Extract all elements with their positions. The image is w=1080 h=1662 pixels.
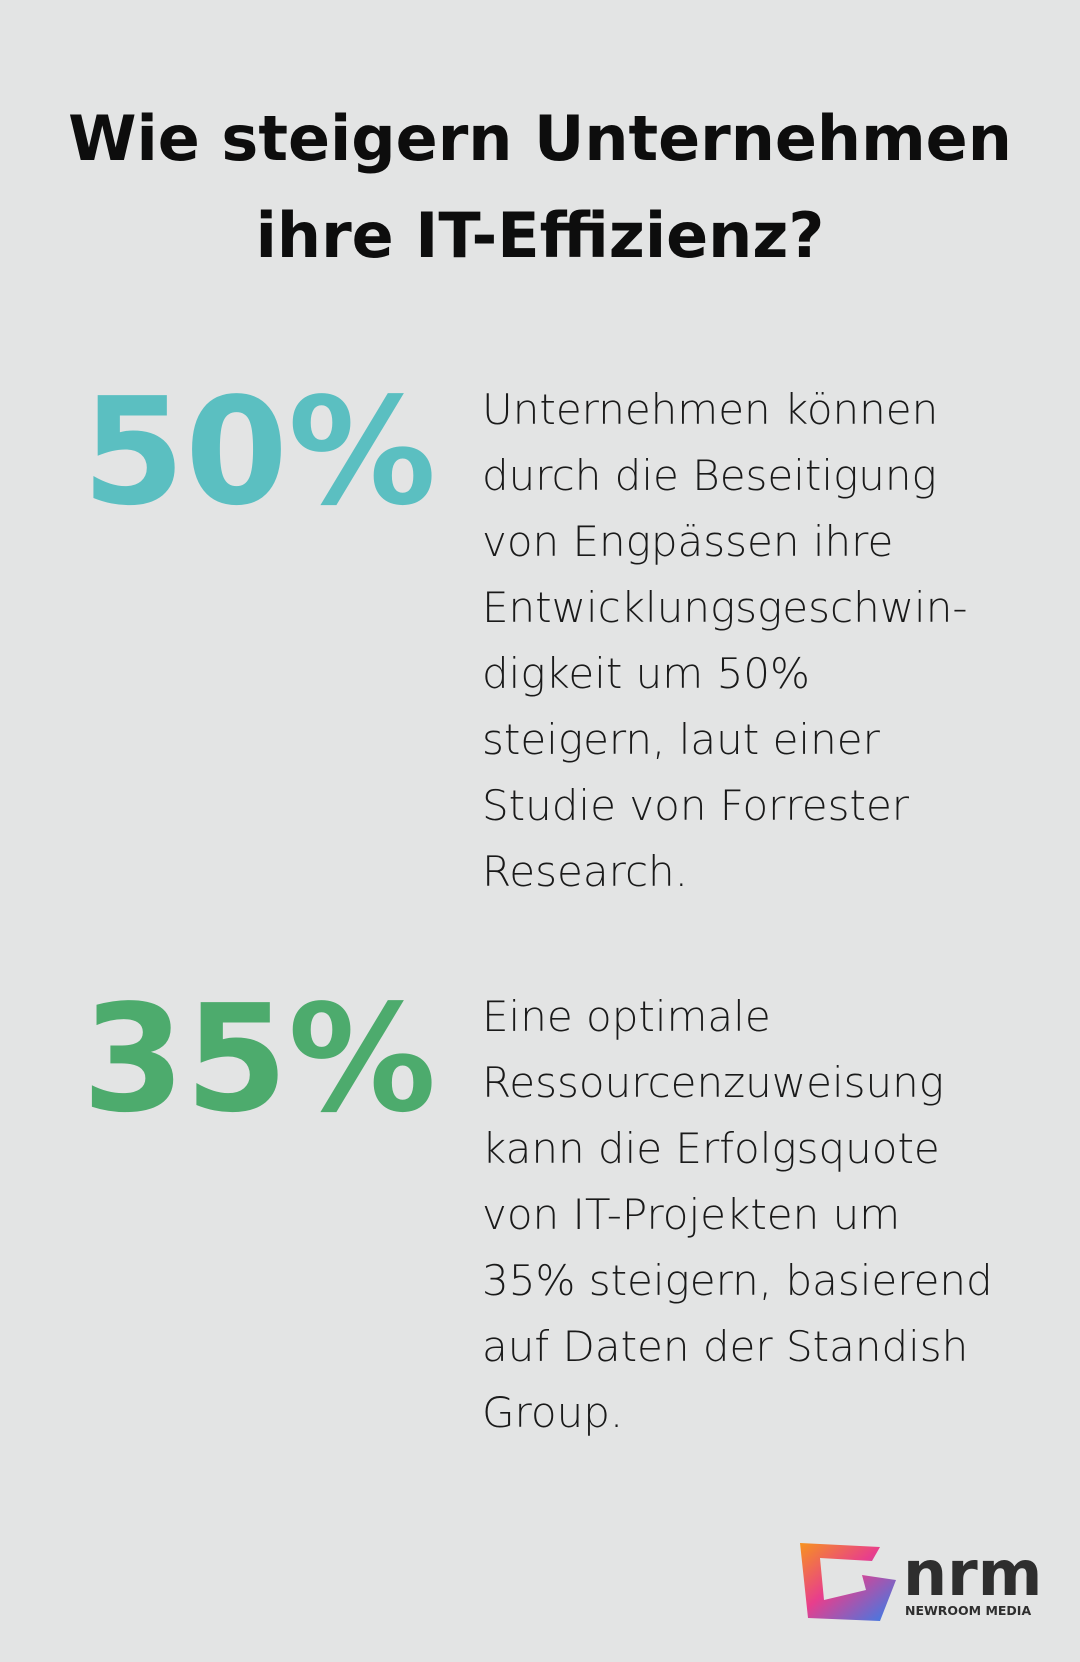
- logo-icon: [800, 1543, 896, 1621]
- stat-text-line: steigern, laut einer: [482, 715, 881, 764]
- stat-text-line: auf Daten der Standish: [482, 1322, 968, 1371]
- logo-name: nrm: [903, 1537, 1042, 1610]
- stat-text-line: Entwicklungsgeschwin-: [482, 583, 967, 632]
- stat-text-line: kann die Erfolgsquote: [482, 1124, 940, 1173]
- stat-text-line: Research.: [482, 847, 688, 896]
- stat-value: 35%: [82, 973, 436, 1145]
- stat-text-line: durch die Beseitigung: [482, 451, 937, 500]
- stat-text-line: Ressourcenzuweisung: [482, 1058, 944, 1107]
- stat-text-line: Studie von Forrester: [482, 781, 910, 830]
- logo-subtitle: NEWROOM MEDIA: [905, 1603, 1031, 1618]
- stat-text-line: Eine optimale: [482, 992, 771, 1041]
- title-line: ihre IT-Effizienz?: [256, 199, 825, 272]
- stat-text-line: von Engpässen ihre: [482, 517, 893, 566]
- stat-text-line: digkeit um 50%: [482, 649, 810, 698]
- stat-value: 50%: [82, 366, 436, 538]
- stat-text-line: Group.: [482, 1388, 623, 1437]
- stat-text-line: von IT-Projekten um: [482, 1190, 900, 1239]
- stat-text-line: Unternehmen können: [482, 385, 938, 434]
- stat-text-line: 35% steigern, basierend: [482, 1256, 993, 1305]
- title-line: Wie steigern Unternehmen: [68, 102, 1012, 175]
